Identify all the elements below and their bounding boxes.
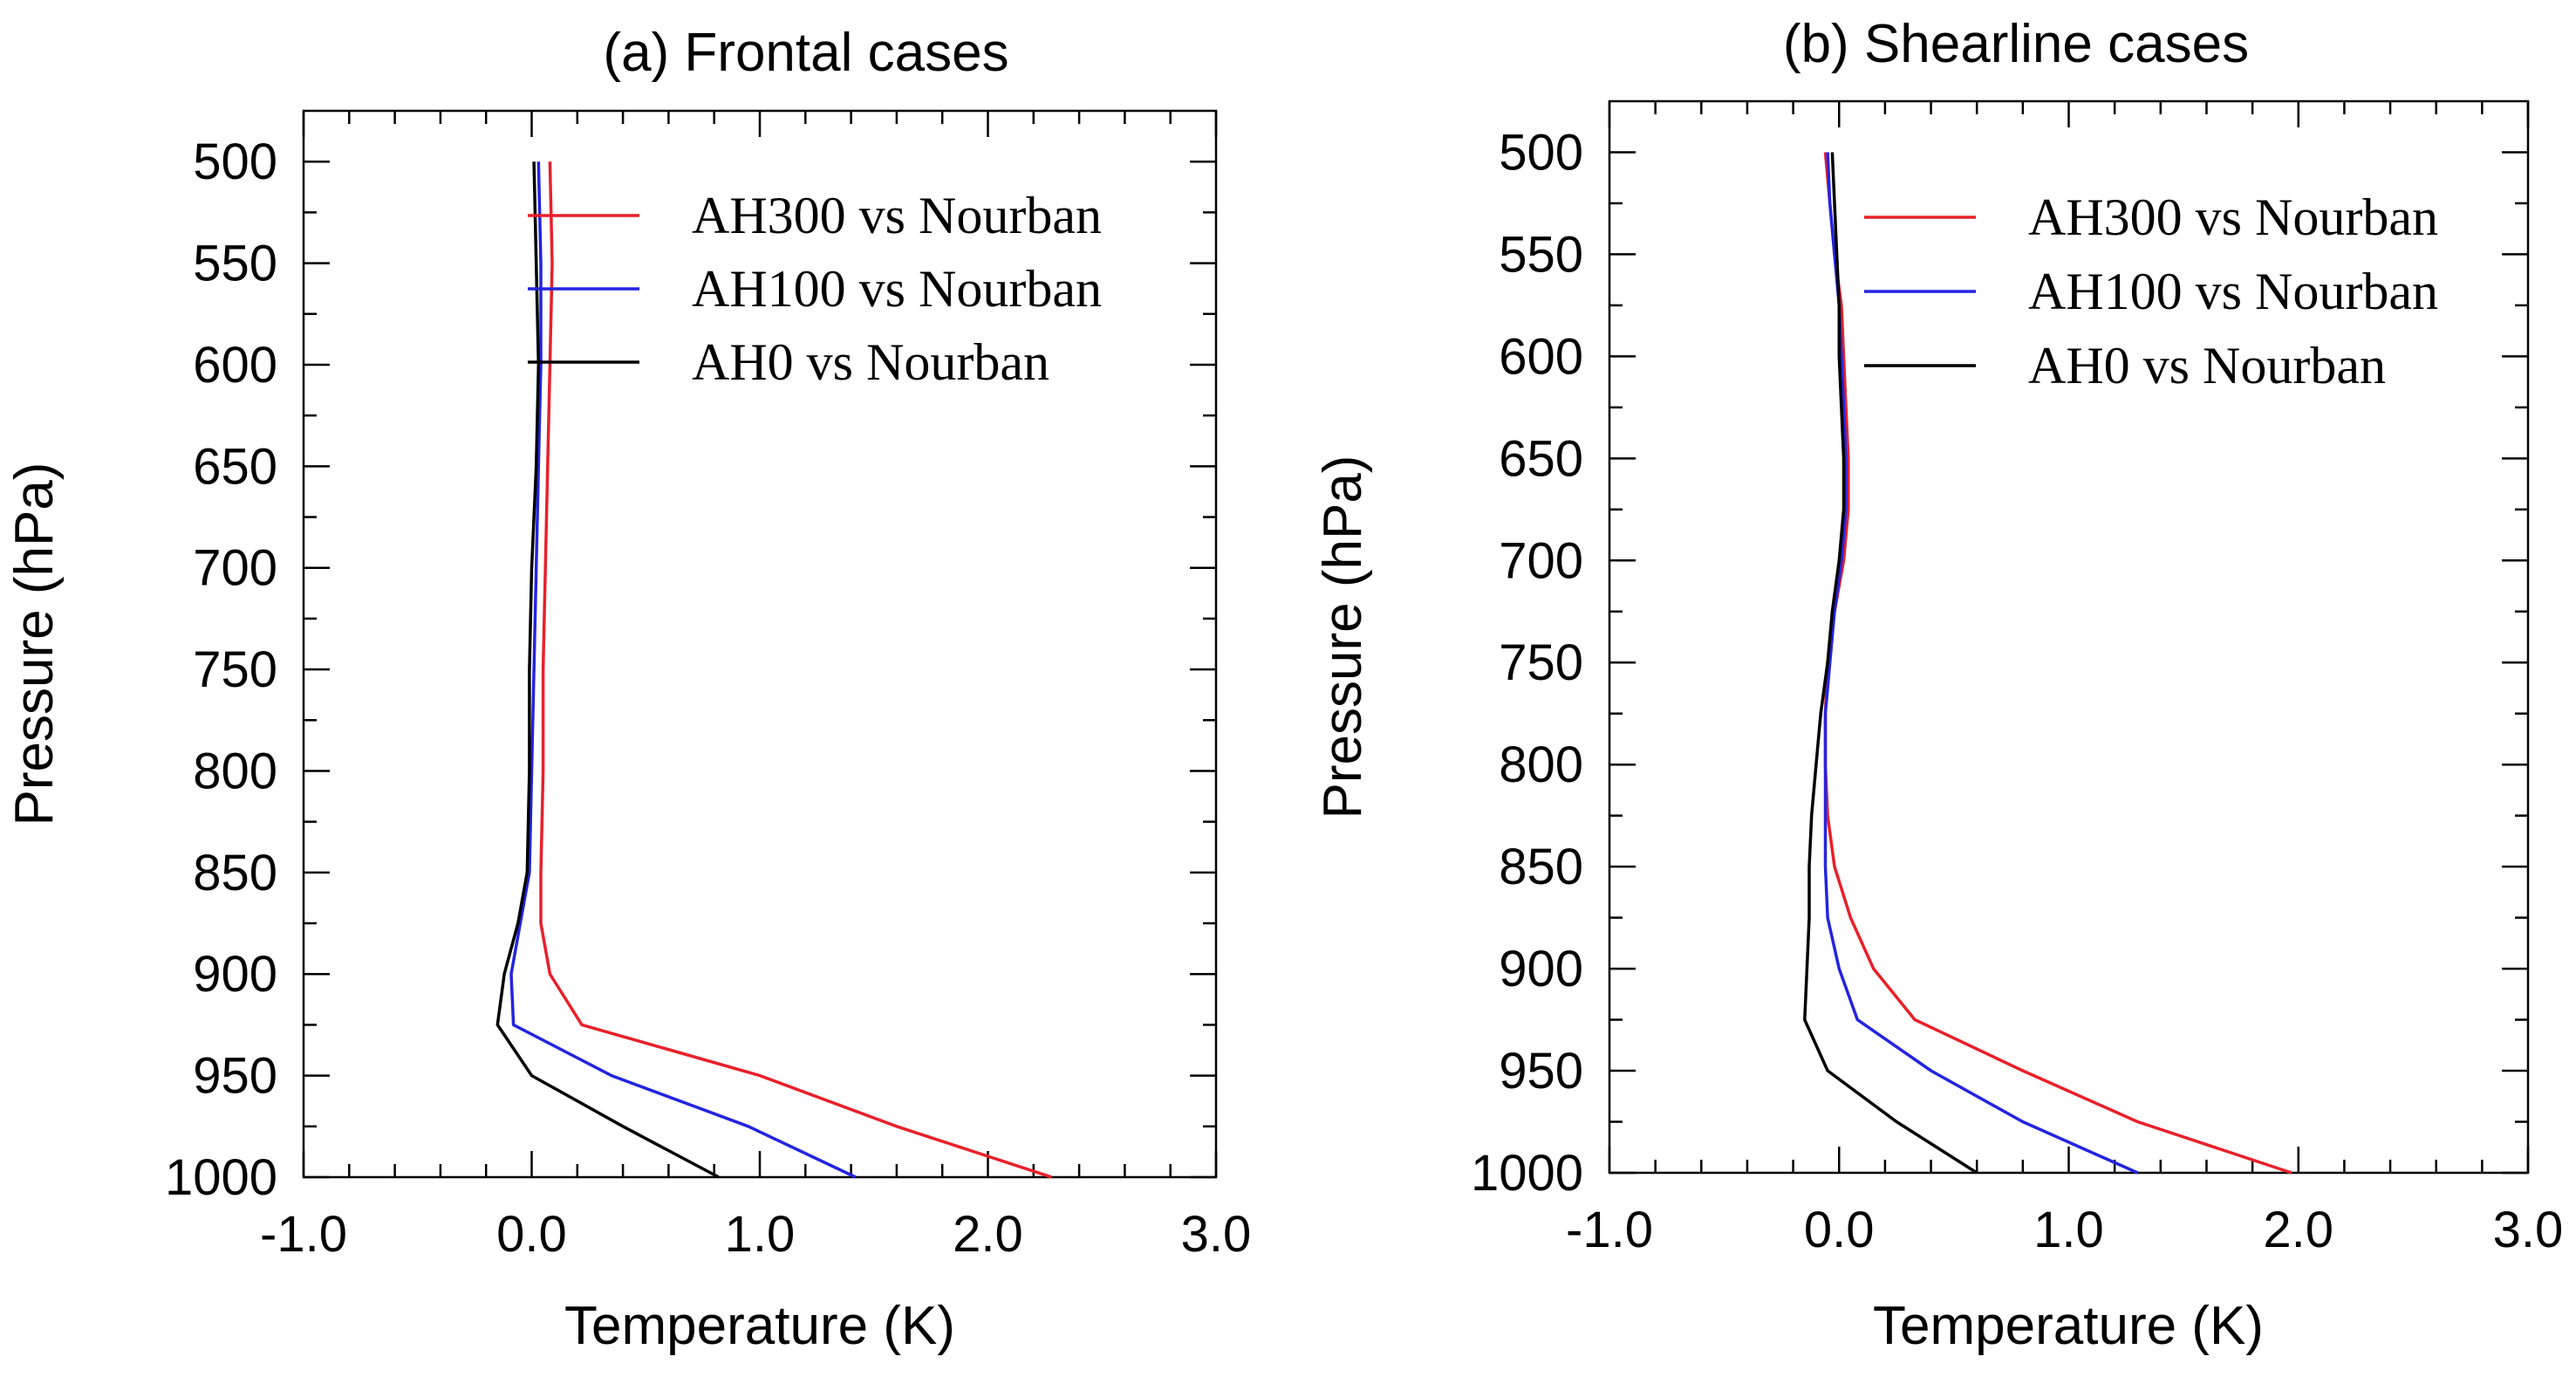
y-tick-label: 550 <box>1499 226 1583 283</box>
legend: AH300 vs Nourban AH100 vs Nourban AH0 vs N… <box>528 187 1102 391</box>
x-tick-label: 1.0 <box>2033 1202 2104 1258</box>
ticks <box>302 111 1218 1179</box>
y-tick-label: 600 <box>1499 328 1583 385</box>
legend: AH300 vs Nourban AH100 vs Nourban AH0 vs N… <box>1864 188 2438 394</box>
panel-shearline: (b) Shearline cases -1.0 0.0 1.0 2.0 3.0 500… <box>1313 14 2563 1356</box>
y-tick-label: 600 <box>193 337 277 394</box>
y-tick-label: 500 <box>193 134 277 190</box>
y-tick-label: 700 <box>1499 532 1583 589</box>
y-tick-labels: 500 550 600 650 700 750 800 850 900 950 1000 <box>1471 124 1583 1202</box>
y-tick-label: 1000 <box>165 1149 277 1206</box>
legend-label: AH300 vs Nourban <box>692 187 1102 244</box>
y-tick-label: 950 <box>193 1048 277 1105</box>
panel-frontal: (a) Frontal cases -1.0 0.0 1.0 2.0 3.0 500 55… <box>4 23 1251 1356</box>
y-tick-label: 950 <box>1499 1043 1583 1100</box>
x-tick-label: 1.0 <box>725 1206 796 1263</box>
ticks <box>1608 101 2530 1175</box>
y-tick-label: 900 <box>1499 941 1583 997</box>
x-tick-label: -1.0 <box>260 1206 347 1263</box>
series-line <box>495 161 720 1179</box>
series-lines <box>1803 152 2292 1175</box>
y-tick-label: 500 <box>1499 124 1583 181</box>
y-axis-label: Pressure (hPa) <box>4 462 65 826</box>
legend-label: AH100 vs Nourban <box>2028 263 2438 320</box>
x-tick-label: 0.0 <box>496 1206 567 1263</box>
y-tick-label: 550 <box>193 236 277 292</box>
legend-label: AH300 vs Nourban <box>2028 188 2438 246</box>
x-tick-label: 3.0 <box>1181 1206 1252 1263</box>
legend-label: AH100 vs Nourban <box>692 260 1102 318</box>
y-tick-label: 800 <box>1499 736 1583 793</box>
series-line <box>1803 152 1978 1175</box>
y-tick-label: 850 <box>193 845 277 901</box>
x-tick-label: -1.0 <box>1566 1202 1653 1258</box>
y-tick-label: 650 <box>1499 430 1583 487</box>
chart-title: (a) Frontal cases <box>603 23 1008 83</box>
x-axis-label: Temperature (K) <box>564 1296 955 1356</box>
y-tick-label: 1000 <box>1471 1145 1583 1202</box>
y-tick-label: 900 <box>193 946 277 1003</box>
legend-label: AH0 vs Nourban <box>692 333 1049 391</box>
series-line <box>539 161 1053 1179</box>
x-tick-labels: -1.0 0.0 1.0 2.0 3.0 <box>260 1206 1251 1263</box>
y-tick-label: 650 <box>193 438 277 495</box>
y-tick-label: 850 <box>1499 839 1583 895</box>
y-tick-label: 750 <box>193 641 277 698</box>
x-tick-label: 3.0 <box>2493 1202 2564 1258</box>
y-tick-label: 800 <box>193 743 277 799</box>
chart-title: (b) Shearline cases <box>1783 14 2249 74</box>
x-tick-labels: -1.0 0.0 1.0 2.0 3.0 <box>1566 1202 2563 1258</box>
series-lines <box>495 161 1053 1179</box>
x-tick-label: 0.0 <box>1804 1202 1875 1258</box>
series-line <box>509 161 857 1179</box>
x-tick-label: 2.0 <box>2263 1202 2333 1258</box>
legend-label: AH0 vs Nourban <box>2028 337 2386 394</box>
y-tick-labels: 500 550 600 650 700 750 800 850 900 950 1000 <box>165 134 277 1206</box>
x-tick-label: 2.0 <box>953 1206 1023 1263</box>
y-tick-label: 750 <box>1499 634 1583 691</box>
y-axis-label: Pressure (hPa) <box>1313 456 1373 819</box>
y-tick-label: 700 <box>193 540 277 597</box>
x-axis-label: Temperature (K) <box>1873 1296 2264 1356</box>
